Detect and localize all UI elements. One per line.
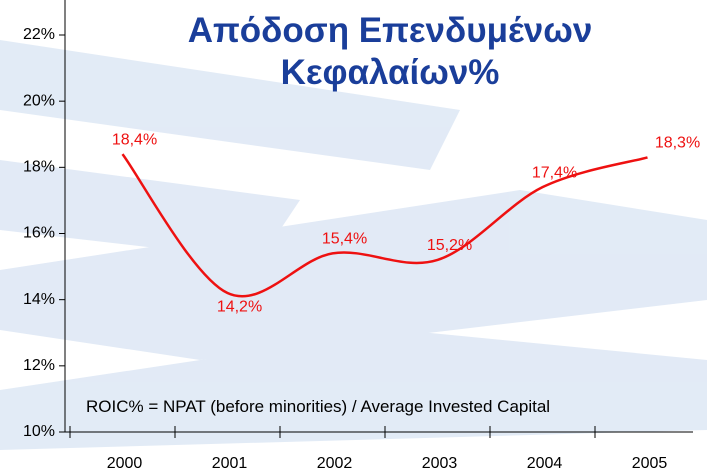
y-tick-label: 20%: [23, 92, 55, 109]
line: [121, 153, 648, 298]
y-tick-label: 18%: [23, 159, 55, 176]
chart-title: Απόδοση Επενδυμένων Κεφαλαίων%: [187, 11, 593, 92]
data-label: 18,4%: [112, 131, 157, 148]
background-stripes: [0, 40, 707, 450]
x-tick-label: 2002: [317, 455, 353, 472]
x-tick-label: 2005: [632, 455, 668, 472]
y-tick-label: 16%: [23, 225, 55, 242]
y-tick-label: 10%: [23, 423, 55, 440]
x-tick-label: 2004: [527, 455, 563, 472]
annotation: ROIC% = NPAT (before minorities) / Avera…: [86, 397, 551, 416]
x-tick-label: 2003: [422, 455, 458, 472]
y-tick-label: 14%: [23, 291, 55, 308]
data-label: 17,4%: [532, 164, 577, 181]
data-label: 18,3%: [655, 135, 700, 152]
x-tick-label: 2000: [107, 455, 143, 472]
data-label: 14,2%: [217, 298, 262, 315]
data-label: 15,2%: [427, 237, 472, 254]
x-tick-label: 2001: [212, 455, 248, 472]
data-label: 15,4%: [322, 231, 367, 248]
y-tick-label: 12%: [23, 357, 55, 374]
y-tick-label: 22%: [23, 26, 55, 43]
